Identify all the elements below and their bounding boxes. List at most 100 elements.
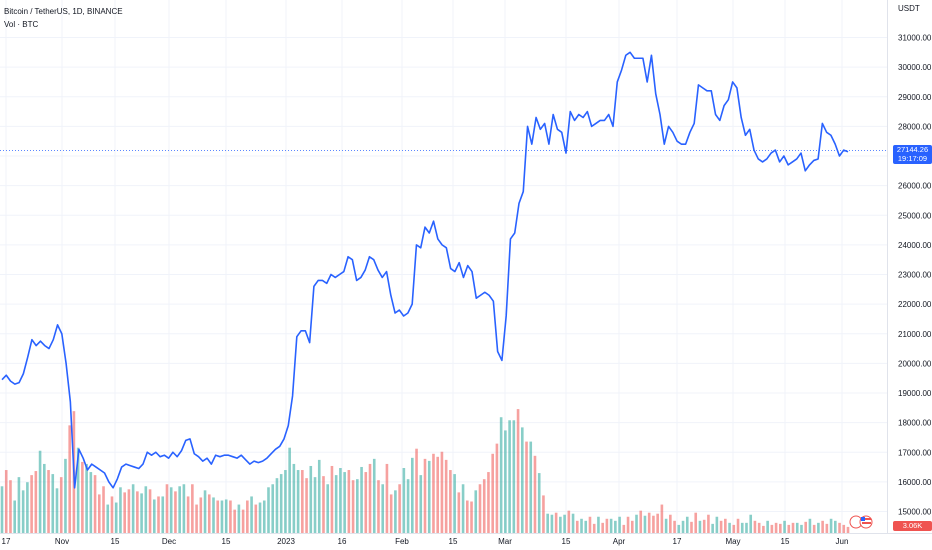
- volume-bar: [838, 522, 841, 533]
- volume-bar: [542, 495, 545, 533]
- volume-bar: [127, 489, 131, 533]
- volume-bar: [186, 496, 190, 533]
- volume-bar: [212, 497, 215, 533]
- x-tick-label: 15: [781, 537, 790, 546]
- bar-countdown: 19:17:09: [897, 154, 928, 163]
- volume-bar: [702, 519, 706, 533]
- volume-bar: [812, 524, 816, 534]
- volume-bar: [698, 520, 702, 533]
- volume-bar: [660, 504, 664, 533]
- volume-bar: [495, 443, 499, 534]
- volume-bar: [626, 516, 630, 533]
- volume-bar: [643, 515, 647, 533]
- volume-bar: [123, 492, 126, 534]
- symbol-legend[interactable]: Bitcoin / TetherUS, 1D, BINANCE: [4, 7, 123, 16]
- x-tick-label: 15: [222, 537, 231, 546]
- volume-bar: [779, 523, 782, 533]
- volume-bar: [749, 514, 753, 533]
- volume-bar: [580, 518, 583, 533]
- volume-bar: [17, 477, 21, 533]
- volume-bar: [140, 493, 143, 533]
- volume-bar: [673, 520, 676, 533]
- volume-bar: [470, 501, 473, 533]
- volume-bar: [288, 447, 291, 533]
- x-tick-label: Dec: [162, 537, 176, 546]
- volume-bar: [195, 504, 198, 533]
- volume-bar: [592, 523, 596, 533]
- y-tick-label: 24000.00: [898, 241, 932, 250]
- volume-bar: [415, 448, 418, 533]
- volume-bar: [419, 475, 423, 533]
- price-axis[interactable]: 15000.00 16000.00 17000.00 18000.00 19000.00…: [898, 34, 932, 517]
- economic-events-flag-icon[interactable]: [848, 515, 874, 529]
- volume-bar: [466, 500, 469, 533]
- volume-bar: [614, 520, 617, 533]
- volume-bar: [512, 420, 516, 533]
- volume-bar: [174, 491, 177, 533]
- volume-bar: [728, 522, 731, 533]
- volume-bar: [97, 494, 101, 533]
- volume-bar: [241, 509, 245, 533]
- volume-bar: [406, 479, 410, 533]
- volume-bar: [427, 460, 431, 533]
- y-tick-label: 31000.00: [898, 34, 932, 43]
- volume-bar: [381, 484, 385, 533]
- volume-bar: [178, 486, 181, 533]
- last-price-tag: 27144.26 19:17:09: [893, 145, 932, 164]
- volume-bar: [656, 513, 659, 533]
- volume-bar: [685, 516, 689, 533]
- volume-bar: [68, 425, 71, 533]
- volume-bar: [38, 450, 42, 533]
- volume-bar: [89, 472, 93, 533]
- volume-bar: [377, 480, 380, 533]
- volume-bar: [385, 463, 389, 533]
- volume-bar: [394, 490, 397, 533]
- x-tick-label: Jun: [836, 537, 849, 546]
- x-tick-label: Mar: [498, 537, 512, 546]
- time-axis[interactable]: 17 Nov 15 Dec 15 2023 16 Feb 15 Mar 15 Apr 17 May 15 Ju…: [2, 537, 849, 546]
- volume-bar: [736, 518, 740, 533]
- volume-bar: [144, 486, 148, 533]
- volume-bar: [533, 455, 537, 533]
- x-tick-label: 15: [449, 537, 458, 546]
- volume-bar: [326, 484, 330, 533]
- volume-bar: [554, 512, 558, 533]
- volume-bar: [571, 513, 575, 533]
- volume-bar: [4, 470, 8, 533]
- volume-bar: [34, 471, 38, 533]
- volume-bar: [846, 526, 850, 533]
- volume-bar: [423, 458, 427, 533]
- volume-bar: [605, 518, 609, 533]
- volume-bar: [279, 474, 283, 533]
- volume-bar: [47, 470, 50, 533]
- y-tick-label: 21000.00: [898, 330, 932, 339]
- volume-bar: [482, 479, 486, 533]
- volume-bar: [575, 520, 579, 533]
- volume-bar: [229, 500, 232, 533]
- volume-bar: [258, 502, 262, 533]
- volume-bar: [26, 482, 29, 533]
- volume-bar: [711, 523, 714, 533]
- volume-bar: [21, 490, 25, 533]
- x-tick-label: May: [725, 537, 740, 546]
- volume-bar: [119, 487, 122, 533]
- volume-bar: [59, 477, 63, 533]
- volume-bar: [322, 476, 325, 534]
- volume-bar: [639, 510, 643, 533]
- volume-bar: [347, 470, 351, 533]
- volume-bar: [152, 499, 156, 533]
- volume-bar: [102, 486, 105, 533]
- volume-bar: [292, 463, 296, 533]
- volume-bar: [51, 474, 55, 533]
- volume-bars: [0, 409, 850, 534]
- volume-legend[interactable]: Vol · BTC: [4, 20, 39, 29]
- volume-bar: [707, 514, 710, 533]
- volume-bar: [9, 480, 12, 533]
- volume-bar: [296, 470, 300, 533]
- volume-bar: [199, 497, 203, 533]
- volume-bar: [669, 514, 672, 533]
- volume-bar: [609, 518, 613, 533]
- volume-bar: [516, 409, 520, 533]
- volume-bar: [449, 470, 452, 533]
